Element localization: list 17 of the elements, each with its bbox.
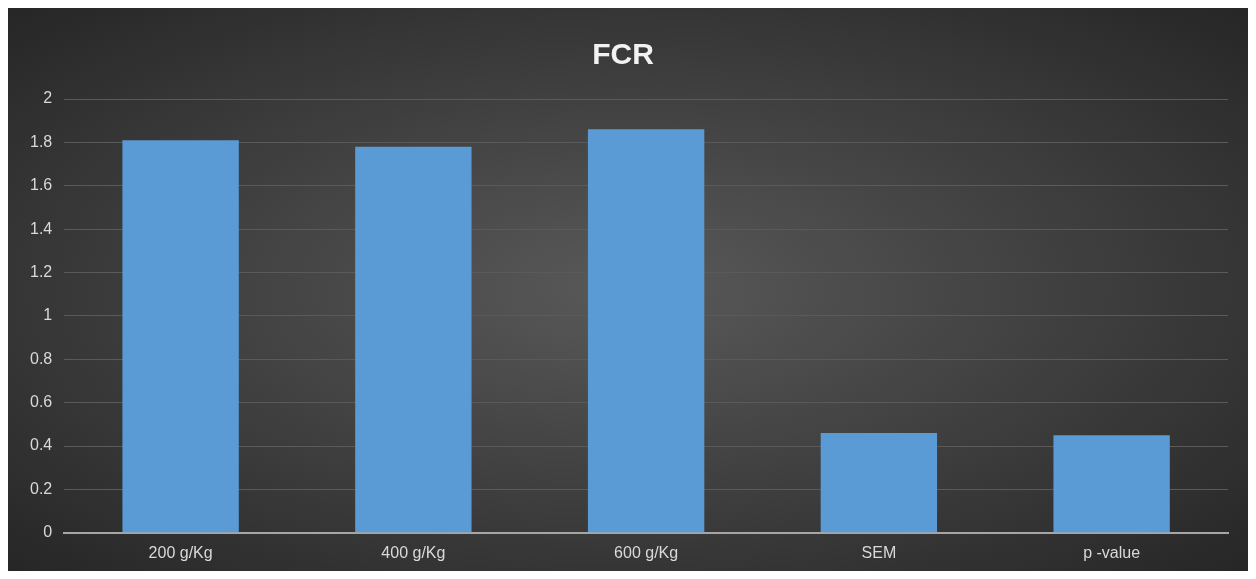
chart-title: FCR	[592, 37, 655, 71]
y-tick-label: 0.6	[29, 393, 53, 411]
y-tick-label: 0.2	[29, 479, 53, 497]
y-tick-label: 1.6	[29, 176, 53, 194]
y-tick-label: 0	[43, 523, 53, 541]
y-tick-label: 0.4	[29, 436, 53, 454]
x-tick-label: 400 g/Kg	[381, 543, 446, 561]
x-tick-label: p -value	[1083, 543, 1141, 561]
y-tick-label: 1.2	[29, 262, 53, 280]
x-tick-label: SEM	[861, 543, 897, 561]
y-tick-label: 1	[43, 306, 53, 324]
y-tick-label: 0.8	[29, 349, 53, 367]
x-tick-label: 200 g/Kg	[148, 543, 213, 561]
x-tick-label: 600 g/Kg	[614, 543, 679, 561]
y-tick-label: 1.4	[29, 219, 53, 237]
y-tick-label: 2	[43, 89, 53, 107]
y-tick-label: 1.8	[29, 132, 53, 150]
